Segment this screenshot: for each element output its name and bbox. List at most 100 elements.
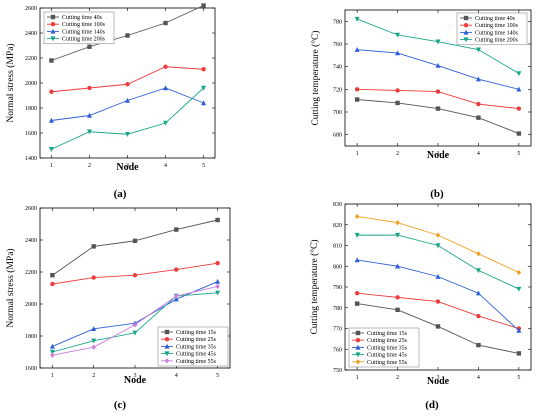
data-point — [163, 64, 168, 69]
data-point — [91, 244, 96, 249]
data-point — [173, 296, 179, 302]
data-point — [395, 100, 400, 106]
data-point — [354, 291, 360, 296]
y-tick-label: 680 — [333, 133, 342, 139]
data-point — [435, 89, 441, 94]
legend-label: Cutting time 45s — [367, 353, 408, 359]
data-point — [395, 219, 400, 226]
x-axis-title: Node — [124, 375, 147, 386]
data-point — [201, 67, 206, 72]
legend-label: Cutting time 140s — [62, 29, 106, 35]
legend-marker — [355, 352, 361, 358]
y-tick-label: 810 — [333, 244, 342, 250]
data-point — [354, 97, 360, 102]
x-tick-label: 5 — [216, 373, 219, 379]
x-tick-label: 4 — [175, 373, 178, 379]
data-point — [50, 281, 55, 287]
data-point — [48, 117, 54, 123]
y-tick-label: 2400 — [25, 238, 37, 244]
data-point — [86, 129, 92, 135]
legend-label: Cutting time 15s — [176, 330, 217, 336]
legend-marker — [463, 23, 469, 28]
y-tick-label: 2000 — [25, 81, 37, 87]
legend-label: Cutting time 35s — [367, 345, 408, 351]
legend-label: Cutting time 25s — [367, 338, 408, 344]
legend-marker — [50, 28, 56, 34]
data-point — [516, 351, 522, 356]
x-tick-label: 1 — [356, 375, 359, 381]
y-tick-label: 720 — [333, 87, 342, 93]
legend-marker — [50, 36, 56, 42]
x-tick-label: 2 — [396, 151, 399, 157]
x-tick-label: 5 — [202, 163, 205, 169]
legend-marker — [164, 351, 170, 357]
x-tick-label: 1 — [51, 373, 54, 379]
data-point — [50, 273, 55, 278]
data-point — [516, 86, 522, 92]
data-point — [49, 58, 54, 63]
y-tick-label: 780 — [333, 306, 342, 312]
data-point — [395, 88, 400, 93]
data-point — [174, 293, 179, 299]
data-point — [49, 89, 54, 94]
data-point — [435, 39, 441, 45]
series-line — [357, 292, 520, 329]
data-point — [354, 87, 360, 92]
y-tick-label: 1400 — [25, 156, 37, 162]
data-point — [476, 313, 481, 319]
data-point — [91, 326, 97, 331]
legend-marker — [355, 344, 361, 350]
x-tick-label: 3 — [437, 375, 440, 381]
y-tick-label: 790 — [333, 285, 342, 291]
y-tick-label: 2400 — [25, 31, 37, 37]
data-point — [475, 268, 481, 274]
series-line — [51, 87, 204, 150]
data-point — [132, 273, 138, 278]
data-point — [91, 338, 97, 344]
x-tick-label: 5 — [517, 151, 520, 157]
legend-label: Cutting time 200s — [475, 38, 519, 44]
y-tick-label: 830 — [333, 202, 342, 208]
data-point — [87, 85, 92, 91]
legend-marker — [463, 15, 469, 21]
data-point — [435, 324, 441, 329]
y-tick-label: 1600 — [25, 131, 37, 137]
data-point — [475, 47, 481, 53]
data-point — [516, 131, 522, 136]
legend-label: Cutting time 40s — [475, 16, 516, 22]
data-point — [91, 275, 96, 280]
y-tick-label: 800 — [333, 264, 342, 270]
y-tick-label: 750 — [333, 368, 342, 374]
legend-marker — [50, 22, 56, 27]
legend-label: Cutting time 45s — [176, 352, 217, 358]
y-tick-label: 760 — [333, 347, 342, 353]
data-point — [354, 301, 360, 306]
data-point — [201, 100, 207, 106]
y-axis-title: Normal stress (MPa) — [5, 43, 16, 122]
data-point — [476, 115, 481, 120]
data-point — [435, 273, 441, 279]
x-tick-label: 4 — [164, 163, 167, 169]
x-tick-label: 5 — [517, 375, 520, 381]
y-tick-label: 1600 — [25, 366, 37, 372]
legend-marker — [463, 29, 469, 35]
data-point — [354, 232, 360, 238]
y-tick-label: 1800 — [25, 334, 37, 340]
data-point — [395, 32, 401, 38]
panel-a: 1400 1600 1800 2000 2200 2400 2600 1 2 3 4 5 Node Nor… — [5, 3, 216, 200]
y-tick-label: 820 — [333, 223, 342, 229]
data-point — [395, 232, 401, 238]
y-axis-title: Cutting temperature (°C) — [310, 30, 321, 125]
legend-marker — [164, 329, 170, 335]
y-tick-label: 760 — [333, 42, 342, 48]
y-tick-label: 2600 — [25, 206, 37, 212]
data-point — [435, 62, 441, 68]
data-point — [215, 261, 220, 266]
data-point — [475, 76, 481, 82]
data-point — [435, 106, 441, 111]
data-point — [174, 267, 179, 272]
data-point — [132, 238, 138, 243]
x-tick-label: 4 — [477, 375, 480, 381]
data-point — [354, 213, 360, 220]
